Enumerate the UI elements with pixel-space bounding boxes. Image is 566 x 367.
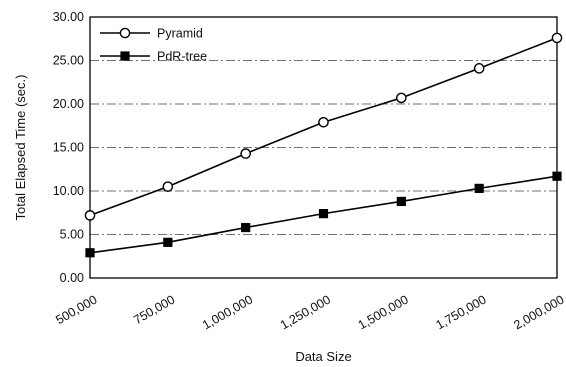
data-point xyxy=(84,210,96,221)
data-point xyxy=(396,92,407,104)
x-tick-label: 1,000,000 xyxy=(200,292,255,332)
legend-label: PdR-tree xyxy=(157,50,207,64)
data-point xyxy=(85,248,95,258)
data-point xyxy=(396,196,406,207)
data-point xyxy=(318,116,329,128)
x-tick-label: 1,500,000 xyxy=(356,292,411,332)
y-tick-label: 5.00 xyxy=(60,228,84,242)
x-tick-label: 1,250,000 xyxy=(278,292,333,332)
series-group xyxy=(84,32,563,258)
legend-marker xyxy=(120,51,130,61)
series-pyramid xyxy=(84,32,563,221)
y-axis-title: Total Elapsed Time (sec.) xyxy=(13,75,28,221)
legend: Pyramid PdR-tree xyxy=(100,27,207,64)
legend-item: Pyramid xyxy=(100,27,203,41)
y-tick-label: 10.00 xyxy=(53,184,84,198)
data-point xyxy=(240,148,251,159)
data-point xyxy=(241,222,251,233)
x-tick-label: 500,000 xyxy=(53,292,99,327)
y-tick-label: 25.00 xyxy=(53,54,84,68)
data-point xyxy=(551,32,563,44)
legend-label: Pyramid xyxy=(157,27,203,41)
series-pdr-tree xyxy=(85,171,562,258)
y-tick-label: 20.00 xyxy=(53,97,84,111)
x-axis-ticks: 500,000 750,000 1,000,000 1,250,000 1,500,00… xyxy=(53,292,566,332)
x-tick-label: 750,000 xyxy=(131,292,177,327)
y-tick-label: 0.00 xyxy=(60,271,84,285)
x-axis-title: Data Size xyxy=(295,349,351,364)
x-tick-label: 1,750,000 xyxy=(434,292,489,332)
y-tick-label: 30.00 xyxy=(53,10,84,24)
data-point xyxy=(473,63,485,74)
data-point xyxy=(162,181,174,192)
data-point xyxy=(163,237,173,247)
x-tick-label: 2,000,000 xyxy=(511,292,566,332)
plot-frame xyxy=(89,16,558,279)
data-point xyxy=(552,171,562,181)
gridlines xyxy=(90,60,557,235)
y-tick-label: 15.00 xyxy=(53,141,84,155)
legend-item: PdR-tree xyxy=(100,50,207,64)
data-point xyxy=(318,209,329,219)
legend-marker xyxy=(119,27,131,39)
data-point xyxy=(474,183,484,193)
y-axis-ticks: 0.00 5.00 10.00 15.00 20.00 25.00 30.00 xyxy=(53,10,84,285)
